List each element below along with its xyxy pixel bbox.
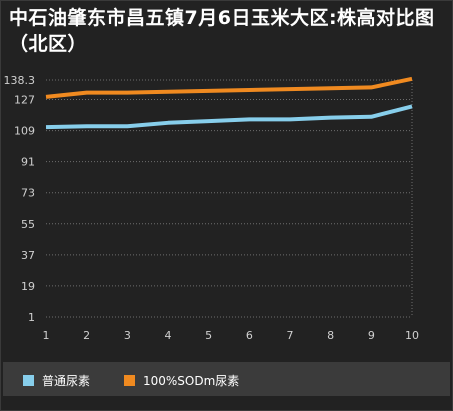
legend-label-series-2: 100%SODm尿素 <box>143 373 240 388</box>
y-tick-label: 91 <box>21 156 35 169</box>
x-tick-label: 1 <box>43 329 50 342</box>
series-line-2 <box>45 76 413 99</box>
legend-item-series-2[interactable]: 100%SODm尿素 <box>124 372 239 388</box>
x-tick-label: 2 <box>83 329 90 342</box>
x-tick-label: 7 <box>287 329 294 342</box>
chart-title: 中石油肇东市昌五镇7月6日玉米大区:株高对比图（北区） <box>9 7 435 55</box>
x-tick-label: 8 <box>327 329 334 342</box>
x-tick-label: 4 <box>165 329 172 342</box>
series-line-1 <box>45 104 413 130</box>
line-chart: 1 19 37 55 73 91 109 127 138.3 1 2 3 4 5 6 7 8 9 10 <box>4 74 420 342</box>
legend-swatch-series-1 <box>23 374 34 386</box>
x-tick-label: 5 <box>205 329 212 342</box>
y-tick-label: 55 <box>21 218 35 231</box>
y-tick-label: 138.3 <box>4 74 36 87</box>
x-tick-label: 10 <box>405 329 419 342</box>
y-tick-label: 127 <box>14 94 35 107</box>
y-tick-label: 109 <box>14 125 35 138</box>
legend: 普通尿素 100%SODm尿素 <box>3 362 450 396</box>
y-tick-label: 37 <box>21 249 35 262</box>
x-tick-label: 3 <box>124 329 131 342</box>
legend-swatch-series-2 <box>124 374 135 386</box>
y-tick-label: 73 <box>21 187 35 200</box>
x-tick-label: 6 <box>246 329 253 342</box>
x-tick-label: 9 <box>368 329 375 342</box>
legend-label-series-1: 普通尿素 <box>42 373 91 388</box>
y-tick-label: 19 <box>21 280 35 293</box>
y-tick-label: 1 <box>28 311 35 324</box>
legend-item-series-1[interactable]: 普通尿素 <box>23 372 90 388</box>
